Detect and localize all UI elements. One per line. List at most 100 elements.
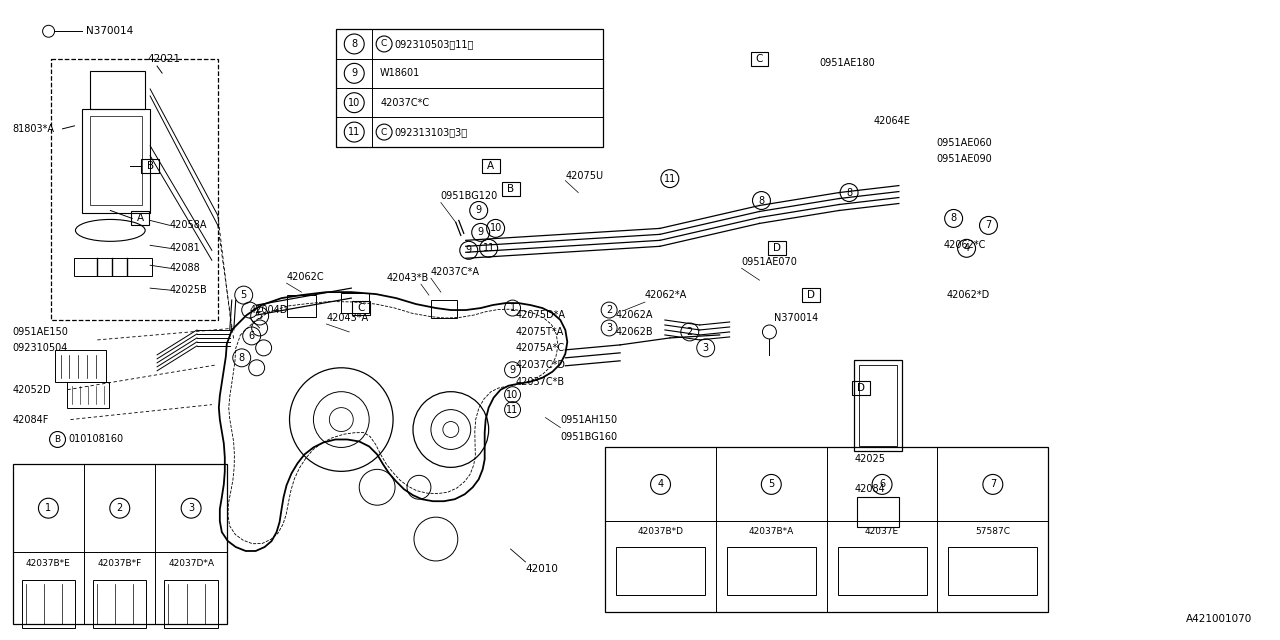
Text: 0951AE070: 0951AE070 (741, 257, 797, 268)
Bar (948, 547, 1037, 595)
Bar (852, 381, 870, 395)
Bar (768, 241, 786, 255)
Bar (51, 59, 218, 320)
Text: 0951BG120: 0951BG120 (440, 191, 498, 200)
Bar (91, 71, 145, 109)
Bar (91, 116, 142, 205)
Bar (164, 580, 218, 628)
Text: 092310504: 092310504 (13, 343, 68, 353)
Text: 42062C: 42062C (287, 272, 324, 282)
Text: 0951AH150: 0951AH150 (561, 415, 617, 424)
Text: A: A (488, 161, 494, 171)
Text: 42075A*C: 42075A*C (516, 343, 564, 353)
Text: 2: 2 (686, 327, 692, 337)
Text: 0951AE060: 0951AE060 (937, 138, 992, 148)
Text: 42037C*B: 42037C*B (516, 377, 564, 387)
Text: 42062*D: 42062*D (947, 290, 989, 300)
Bar (854, 360, 902, 451)
Text: 7: 7 (989, 479, 996, 490)
Bar (858, 497, 899, 527)
Text: 9: 9 (351, 68, 357, 78)
Text: D: D (808, 290, 815, 300)
Text: 42043*A: 42043*A (326, 313, 369, 323)
Text: 11: 11 (507, 404, 518, 415)
Text: N370014: N370014 (774, 313, 819, 323)
Bar (352, 301, 370, 315)
Text: 42037D*A: 42037D*A (168, 559, 214, 568)
Text: 57587C: 57587C (975, 527, 1010, 536)
Bar (82, 109, 150, 214)
Text: C: C (381, 40, 388, 49)
Text: B: B (507, 184, 515, 193)
Text: 11: 11 (664, 173, 676, 184)
Text: 4: 4 (658, 479, 663, 490)
Text: 0951AE090: 0951AE090 (937, 154, 992, 164)
Text: 42010: 42010 (526, 564, 558, 574)
Text: 11: 11 (348, 127, 361, 137)
Bar (727, 547, 815, 595)
Bar (837, 547, 927, 595)
Text: 5: 5 (768, 479, 774, 490)
Text: 42052D: 42052D (13, 385, 51, 395)
Bar (13, 465, 227, 623)
Text: 8: 8 (951, 214, 956, 223)
Text: 5: 5 (256, 311, 262, 321)
Text: 3: 3 (188, 503, 195, 513)
Text: 0951AE180: 0951AE180 (819, 58, 876, 68)
Text: 010108160: 010108160 (69, 435, 124, 444)
Text: 42062A: 42062A (616, 310, 653, 320)
Text: 42025B: 42025B (170, 285, 207, 295)
Bar (93, 580, 146, 628)
Bar (141, 159, 159, 173)
Bar (337, 29, 603, 147)
Text: C: C (381, 127, 388, 136)
Text: 42062B: 42062B (616, 327, 653, 337)
Text: N370014: N370014 (87, 26, 133, 36)
Text: 092313103【3】: 092313103【3】 (394, 127, 467, 137)
Text: 42075U: 42075U (566, 171, 603, 180)
Bar (616, 547, 705, 595)
Text: 42084F: 42084F (13, 415, 49, 424)
Text: 9: 9 (477, 227, 484, 237)
Text: 42037C*A: 42037C*A (431, 268, 480, 277)
Text: 11: 11 (483, 243, 495, 253)
Text: 8: 8 (238, 353, 244, 363)
Bar (132, 211, 150, 225)
Text: 42037B*E: 42037B*E (26, 559, 70, 568)
Text: C: C (357, 303, 365, 313)
Text: 42062*A: 42062*A (645, 290, 687, 300)
Text: B: B (147, 161, 154, 171)
Text: W18601: W18601 (380, 68, 420, 78)
Text: 42084: 42084 (854, 484, 884, 494)
Text: 42062*C: 42062*C (943, 241, 986, 250)
Text: 1: 1 (45, 503, 51, 513)
Text: 42037B*F: 42037B*F (97, 559, 142, 568)
Bar (481, 159, 499, 173)
Text: 42037E: 42037E (865, 527, 899, 536)
Bar (55, 350, 106, 381)
Text: C: C (755, 54, 763, 64)
Text: 42037B*D: 42037B*D (637, 527, 684, 536)
Text: 42025: 42025 (854, 454, 884, 465)
Text: 42058A: 42058A (170, 220, 207, 230)
Text: 3: 3 (605, 323, 612, 333)
Text: 9: 9 (466, 245, 472, 255)
Text: B: B (55, 435, 60, 444)
Text: 4: 4 (964, 243, 970, 253)
Text: D: D (773, 243, 781, 253)
Text: 0951BG160: 0951BG160 (561, 433, 617, 442)
Text: 42075T*A: 42075T*A (516, 327, 563, 337)
Text: 42088: 42088 (170, 263, 201, 273)
Text: 2: 2 (116, 503, 123, 513)
Text: 6: 6 (248, 331, 255, 341)
Text: 42043*B: 42043*B (387, 273, 429, 283)
Bar (287, 295, 316, 317)
Text: 8: 8 (351, 39, 357, 49)
Text: 10: 10 (348, 98, 361, 108)
Text: D: D (858, 383, 865, 393)
Text: 8: 8 (846, 188, 852, 198)
Text: 092310503【11】: 092310503【11】 (394, 39, 474, 49)
Text: 9: 9 (476, 205, 481, 216)
Bar (803, 288, 820, 302)
Bar (605, 447, 1048, 612)
